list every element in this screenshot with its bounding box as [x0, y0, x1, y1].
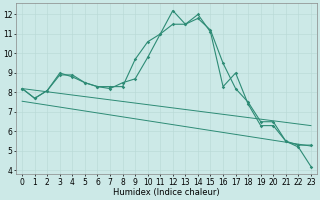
- X-axis label: Humidex (Indice chaleur): Humidex (Indice chaleur): [113, 188, 220, 197]
